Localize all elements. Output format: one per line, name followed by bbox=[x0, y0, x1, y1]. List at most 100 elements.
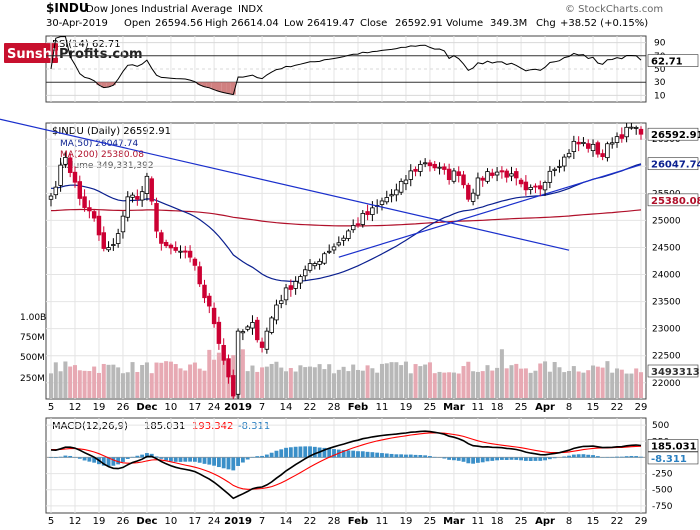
candle-body bbox=[557, 165, 562, 168]
volume-bar bbox=[509, 365, 514, 398]
volume-bar bbox=[461, 366, 466, 398]
macd-histogram-bar bbox=[293, 446, 298, 458]
macd-histogram-bar bbox=[514, 457, 519, 460]
macd-histogram-bar bbox=[567, 455, 571, 458]
macd-tick-label: -750 bbox=[652, 502, 673, 512]
volume-bar bbox=[322, 369, 327, 398]
macd-histogram-bar bbox=[121, 457, 125, 462]
volume-bar bbox=[96, 372, 101, 398]
macd-histogram-bar bbox=[480, 457, 485, 463]
candle-body bbox=[384, 197, 389, 203]
x-tick-label: 10 bbox=[165, 402, 178, 413]
candle-body bbox=[542, 182, 548, 191]
volume-bar bbox=[538, 363, 543, 398]
candle-body bbox=[63, 157, 68, 165]
candle-body bbox=[307, 263, 313, 271]
volume-bar bbox=[336, 369, 341, 398]
macd-histogram-bar bbox=[169, 457, 173, 462]
volume-tick-label: 750M bbox=[20, 333, 45, 343]
x-tick-label: 8 bbox=[566, 516, 572, 527]
volume-bar bbox=[471, 371, 476, 398]
candle-body bbox=[135, 196, 140, 200]
volume-bar bbox=[331, 373, 337, 398]
volume-bar bbox=[308, 366, 313, 398]
x-tick-label: 22 bbox=[611, 402, 624, 413]
volume-bar bbox=[159, 362, 164, 398]
volume-bar bbox=[260, 367, 265, 398]
candle-body bbox=[245, 326, 250, 330]
x-tick-label: 5 bbox=[48, 402, 54, 413]
candle-body bbox=[389, 194, 394, 197]
macd-histogram-bar bbox=[312, 446, 317, 458]
high-value: 26614.04 bbox=[231, 18, 279, 29]
volume-bar bbox=[293, 371, 298, 398]
candle-body bbox=[633, 127, 639, 129]
histogram-value-tag: -8.311 bbox=[651, 454, 687, 465]
macd-histogram-bar bbox=[303, 446, 308, 458]
macd-histogram-bar bbox=[216, 457, 221, 468]
volume-bar bbox=[576, 371, 581, 398]
candle-body bbox=[403, 179, 409, 185]
candle-body bbox=[317, 260, 322, 265]
histogram-legend-value: -8.311 bbox=[238, 421, 270, 432]
x-tick-label: 24 bbox=[208, 402, 221, 413]
candle-body bbox=[111, 244, 116, 246]
rsi-oversold-fill bbox=[96, 82, 102, 86]
macd-histogram-bar bbox=[490, 457, 495, 461]
candle-body bbox=[509, 173, 514, 177]
macd-histogram-bar bbox=[509, 457, 514, 460]
x-tick-label: 12 bbox=[69, 516, 82, 527]
ma200-tag: 25380.08 bbox=[651, 196, 700, 207]
x-tick-label: Apr bbox=[535, 516, 555, 527]
macd-legend-value: 185.031 bbox=[144, 421, 185, 432]
macd-histogram-bar bbox=[68, 455, 73, 458]
candle-body bbox=[331, 246, 337, 251]
macd-histogram-bar bbox=[461, 457, 466, 462]
high-label: High bbox=[205, 18, 228, 29]
volume-bar bbox=[360, 370, 365, 398]
candle-body bbox=[461, 174, 466, 186]
volume-bar bbox=[423, 364, 428, 398]
volume-bar bbox=[164, 361, 169, 398]
candle-body bbox=[427, 162, 433, 167]
volume-bar bbox=[595, 366, 600, 398]
rsi-oversold-fill bbox=[230, 82, 236, 95]
macd-histogram-bar bbox=[639, 456, 643, 458]
macd-histogram-bar bbox=[288, 447, 293, 458]
x-tick-label: 26 bbox=[117, 516, 130, 527]
candle-body bbox=[619, 134, 625, 139]
candle-body bbox=[183, 250, 188, 253]
macd-tick-label: 500 bbox=[652, 421, 669, 431]
candle-body bbox=[360, 213, 366, 225]
ma200-legend: MA(200) 25380.08 bbox=[60, 150, 144, 160]
index-name: Dow Jones Industrial Average bbox=[86, 4, 232, 15]
macd-histogram-bar bbox=[360, 451, 365, 458]
x-tick-label: 14 bbox=[280, 402, 293, 413]
candle-body bbox=[159, 232, 164, 244]
x-tick-label: 8 bbox=[566, 402, 572, 413]
x-tick-label: 12 bbox=[69, 402, 82, 413]
price-series bbox=[48, 123, 644, 399]
x-tick-label: 11 bbox=[472, 516, 485, 527]
macd-histogram-bar bbox=[380, 453, 384, 458]
volume-bar bbox=[183, 370, 188, 398]
symbol: $INDU bbox=[46, 1, 89, 15]
volume-bar bbox=[456, 373, 461, 398]
x-tick-label: 29 bbox=[635, 402, 648, 413]
candle-body bbox=[494, 171, 500, 176]
volume-bar bbox=[605, 361, 610, 398]
candle-body bbox=[163, 241, 169, 247]
rsi-oversold-fill bbox=[226, 82, 231, 94]
volume-bar bbox=[543, 361, 548, 398]
macd-histogram-bar bbox=[442, 457, 447, 459]
macd-histogram-bar bbox=[346, 450, 351, 458]
candle-body bbox=[322, 253, 327, 264]
macd-histogram-bar bbox=[87, 457, 92, 462]
macd-value-tag-box bbox=[647, 439, 699, 452]
volume-bar bbox=[106, 364, 111, 398]
volume-bar bbox=[624, 373, 629, 398]
macd-histogram-bar bbox=[327, 448, 332, 458]
candle-body bbox=[533, 185, 538, 188]
volume-tag: 349331392 bbox=[651, 367, 700, 378]
x-tick-label: 29 bbox=[635, 516, 648, 527]
